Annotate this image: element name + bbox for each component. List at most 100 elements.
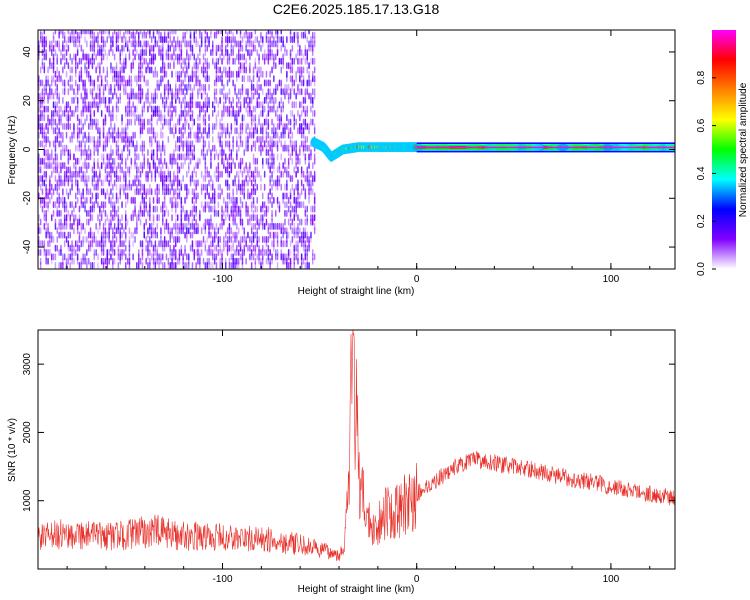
spectrogram-cell [236, 244, 238, 252]
spectrogram-cell [51, 253, 53, 261]
spectrogram-cell [306, 88, 308, 96]
spectrogram-cell [128, 30, 131, 35]
spectrogram-cell [115, 192, 118, 200]
spectrogram-cell [178, 192, 181, 200]
spectrogram-cell [289, 201, 292, 209]
spectrogram-cell [256, 127, 258, 135]
spectrogram-cell [295, 183, 297, 191]
spectrogram-cell [126, 105, 129, 113]
spectrogram-cell [287, 249, 290, 256]
spectrogram-cell [104, 218, 107, 226]
spectrogram-cell [91, 30, 94, 35]
spectrogram-cell [219, 131, 221, 139]
spectrogram-cell [175, 262, 177, 269]
spectrogram-cell [282, 192, 284, 200]
spectrogram-cell [100, 231, 103, 239]
spectrogram-cell [139, 30, 142, 35]
spectrogram-cell [73, 30, 75, 35]
spectrogram-cell [273, 75, 275, 83]
spectrogram-cell [191, 231, 194, 239]
spectrogram-cell [263, 209, 266, 217]
spectrogram-cell [141, 192, 144, 200]
spectrogram-cell [276, 131, 279, 139]
spectrogram-cell [265, 114, 268, 122]
spectrogram-cell [69, 83, 71, 91]
spectrogram-cell [73, 88, 75, 96]
spectrogram-cell [62, 123, 64, 130]
spectrogram-cell [199, 44, 201, 52]
spectrogram-cell [73, 53, 75, 61]
spectrogram-cell [62, 222, 64, 230]
spectrogram-cell [117, 205, 120, 213]
spectrogram-cell [228, 30, 231, 35]
spectrogram-cell [273, 179, 275, 187]
spectrogram-cell [204, 118, 207, 126]
spectrogram-cell [121, 153, 123, 161]
spectrogram-cell [156, 166, 158, 174]
spectrogram-cell [258, 66, 260, 74]
snr-series-line [38, 330, 675, 562]
spectrogram-cell [58, 92, 60, 100]
spectrogram-cell [238, 110, 240, 117]
spectrogram-cell [52, 44, 55, 52]
spectrogram-cell [312, 214, 314, 222]
spectrogram-cell [134, 75, 136, 83]
spectrogram-cell [102, 66, 105, 74]
spectrogram-cell [304, 57, 307, 65]
spectrogram-cell [252, 140, 255, 148]
spectrogram-cell [241, 36, 244, 44]
spectrogram-cell [130, 183, 133, 191]
spectrogram-cell [150, 149, 153, 157]
spectrogram-cell [139, 75, 142, 83]
spectrogram-cell [162, 75, 164, 83]
spectrogram-cell [60, 209, 62, 217]
spectrogram-cell [163, 209, 166, 217]
spectrogram-cell [189, 231, 192, 239]
spectrogram-cell [302, 118, 305, 126]
spectrogram-cell [130, 62, 133, 70]
spectrogram-cell [295, 101, 297, 109]
spectrogram-cell [97, 92, 99, 100]
spectrogram-cell [210, 175, 212, 183]
spectrogram-cell [225, 140, 227, 148]
spectrogram-cell [56, 162, 58, 170]
spectrogram-cell [91, 101, 94, 109]
spectrogram-cell [217, 136, 220, 143]
spectrogram-cell [241, 249, 244, 256]
spectrogram-cell [99, 88, 101, 96]
spectrogram-cell [52, 31, 55, 39]
spectrogram-cell [141, 88, 144, 96]
spectrogram-cell [113, 179, 116, 187]
spectrogram-cell [126, 144, 129, 152]
spectrogram-cell [113, 70, 116, 78]
spectrogram-cell [62, 196, 64, 204]
spectrogram-cell [112, 36, 114, 44]
spectrogram-cell [99, 127, 101, 135]
spectrogram-cell [82, 170, 84, 178]
spectrogram-cell [67, 231, 70, 239]
spectrogram-cell [199, 240, 201, 248]
spectrogram-cell [204, 96, 207, 104]
spectrogram-cell [158, 79, 160, 87]
spectrogram-cell [169, 114, 171, 122]
spectrogram-cell [113, 123, 116, 130]
spectrogram-cell [58, 127, 60, 135]
spectrogram-cell [106, 214, 108, 222]
spectrogram-cell [150, 66, 153, 74]
spectrogram-cell [112, 166, 114, 174]
spectrogram-cell [158, 44, 160, 52]
spectrogram-cell [136, 153, 138, 161]
spectrogram-cell [215, 62, 218, 70]
spectrogram-cell [247, 170, 249, 178]
spectrogram-cell [245, 88, 247, 96]
spectrogram-cell [278, 166, 281, 174]
spectrogram-cell [117, 96, 120, 104]
spectrogram-cell [238, 240, 240, 248]
spectrogram-cell [121, 136, 123, 143]
spectrogram-cell [75, 240, 77, 248]
spectrogram-cell [250, 227, 253, 235]
spectrogram-cell [312, 118, 314, 126]
spectrogram-cell [213, 170, 216, 178]
spectrogram-cell [173, 36, 175, 44]
spectrogram-cell [65, 70, 68, 78]
